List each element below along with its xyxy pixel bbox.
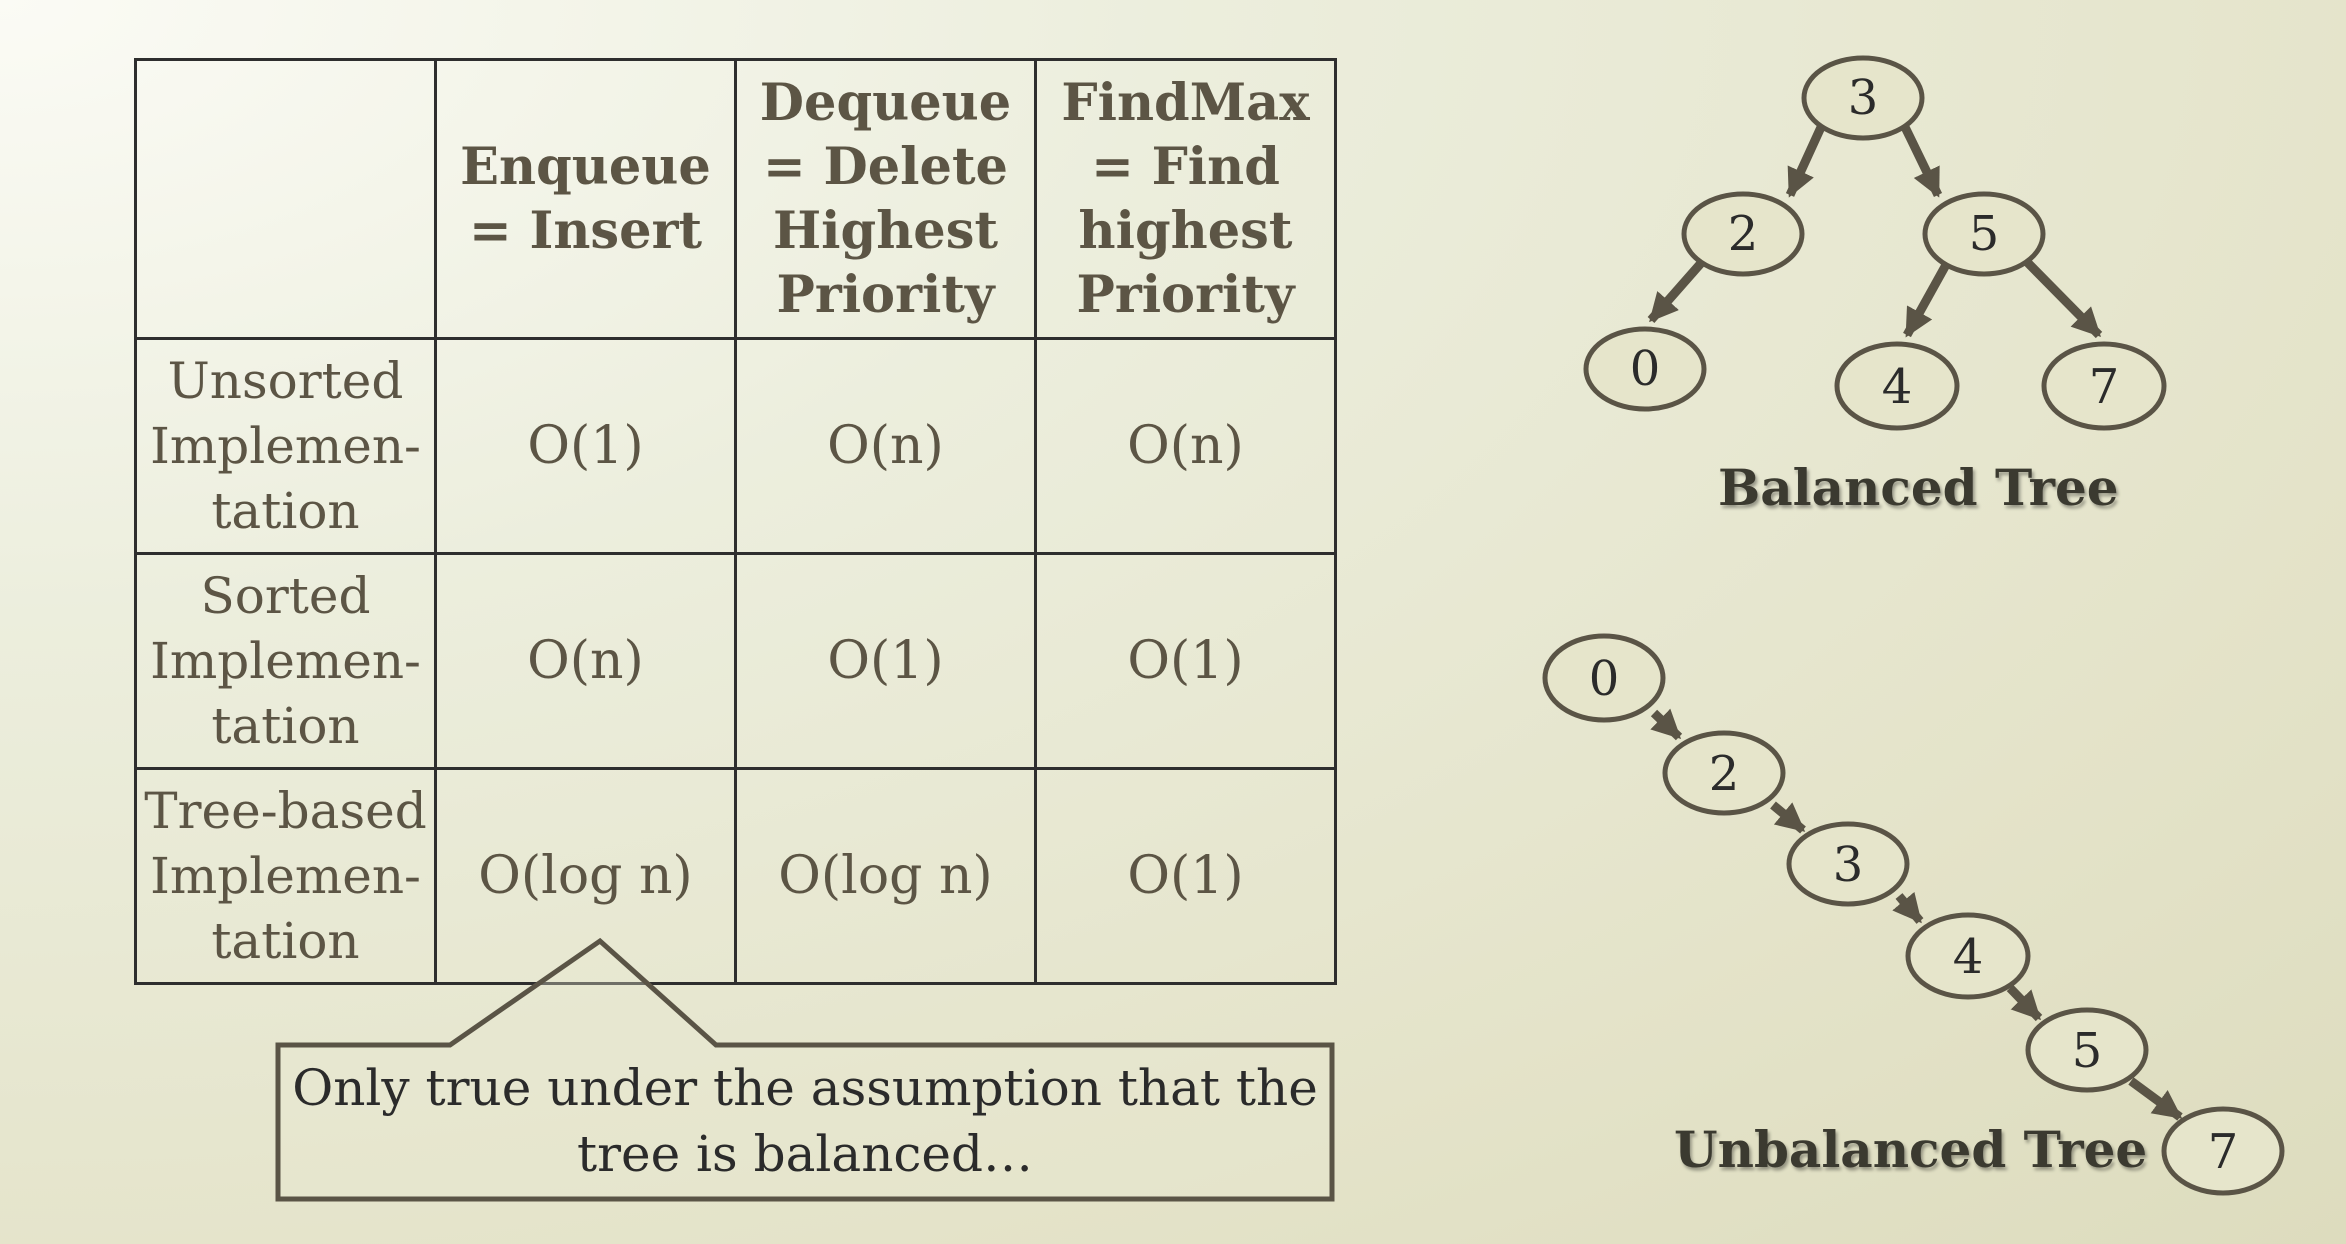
- row-label-tree: Tree-based Implemen- tation: [134, 767, 437, 985]
- svg-text:3: 3: [1848, 70, 1879, 126]
- svg-text:5: 5: [1969, 206, 2000, 262]
- svg-text:2: 2: [1728, 206, 1759, 262]
- svg-text:0: 0: [1589, 651, 1620, 707]
- unbalanced-node-0: 0: [1542, 633, 1666, 723]
- svg-text:3: 3: [1833, 837, 1864, 893]
- svg-text:4: 4: [1953, 929, 1984, 985]
- edge-u-5-7: [2128, 1077, 2183, 1121]
- cell-sorted-enqueue: O(n): [434, 552, 737, 770]
- balanced-node-7: 7: [2041, 341, 2167, 431]
- row-label-sorted: Sorted Implemen- tation: [134, 552, 437, 770]
- svg-text:4: 4: [1882, 359, 1913, 415]
- edge-5-7: [2023, 258, 2103, 339]
- svg-text:0: 0: [1630, 341, 1661, 397]
- edge-u-0-2: [1650, 708, 1683, 741]
- unbalanced-node-2: 2: [1662, 730, 1786, 816]
- balanced-tree-nodes: 3 2 5 0 4 7: [1583, 55, 2167, 431]
- balanced-tree-caption: Balanced Tree: [1718, 458, 2119, 517]
- balanced-node-4: 4: [1834, 341, 1960, 431]
- edge-2-0: [1647, 259, 1706, 323]
- balanced-node-2: 2: [1681, 191, 1805, 277]
- unbalanced-tree-edges: [1650, 708, 2183, 1121]
- cell-tree-dequeue: O(log n): [734, 767, 1037, 985]
- unbalanced-node-3: 3: [1786, 821, 1910, 907]
- callout-text: Only true under the assumption that the …: [292, 1059, 1318, 1183]
- header-corner: [134, 58, 437, 340]
- cell-sorted-dequeue: O(1): [734, 552, 1037, 770]
- header-findmax: FindMax = Find highest Priority: [1034, 58, 1337, 340]
- edge-u-3-4: [1892, 891, 1924, 924]
- table-row: Sorted Implemen- tation O(n) O(1) O(1): [134, 552, 1337, 770]
- balanced-node-3: 3: [1801, 55, 1925, 141]
- edge-5-4: [1903, 260, 1951, 338]
- svg-text:7: 7: [2089, 359, 2120, 415]
- table-row: Unsorted Implemen- tation O(1) O(n) O(n): [134, 337, 1337, 555]
- svg-text:5: 5: [2072, 1023, 2103, 1079]
- edge-3-2: [1785, 123, 1827, 198]
- cell-tree-findmax: O(1): [1034, 767, 1337, 985]
- svg-text:7: 7: [2208, 1124, 2239, 1180]
- header-enqueue: Enqueue = Insert: [434, 58, 737, 340]
- unbalanced-node-7: 7: [2161, 1106, 2285, 1196]
- row-label-unsorted: Unsorted Implemen- tation: [134, 337, 437, 555]
- balanced-node-5: 5: [1922, 191, 2046, 277]
- cell-sorted-findmax: O(1): [1034, 552, 1337, 770]
- unbalanced-tree-nodes: 0 2 3 4 5 7: [1542, 633, 2285, 1196]
- cell-unsorted-findmax: O(n): [1034, 337, 1337, 555]
- unbalanced-tree-caption: Unbalanced Tree: [1674, 1120, 2148, 1179]
- edge-3-5: [1900, 125, 1943, 198]
- cell-unsorted-enqueue: O(1): [434, 337, 737, 555]
- balanced-node-0: 0: [1583, 326, 1707, 412]
- unbalanced-node-5: 5: [2025, 1007, 2149, 1093]
- edge-u-4-5: [2006, 984, 2043, 1022]
- cell-unsorted-dequeue: O(n): [734, 337, 1037, 555]
- header-dequeue: Dequeue = Delete Highest Priority: [734, 58, 1037, 340]
- svg-text:2: 2: [1709, 746, 1740, 802]
- balanced-tree-edges: [1647, 123, 2103, 339]
- edge-u-2-3: [1770, 801, 1806, 834]
- unbalanced-node-4: 4: [1905, 912, 2031, 1000]
- table-header-row: Enqueue = Insert Dequeue = Delete Highes…: [134, 58, 1337, 340]
